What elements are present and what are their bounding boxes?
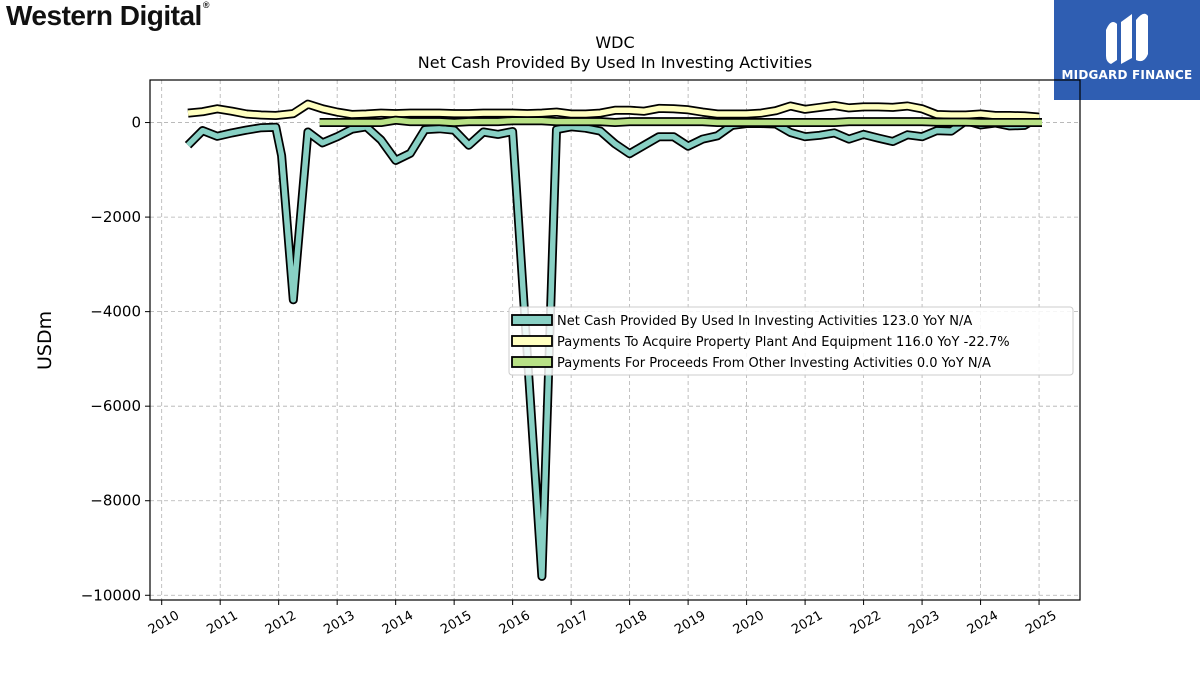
x-tick-label: 2013 (321, 608, 357, 638)
chart-title: WDC (595, 33, 635, 52)
series-line-3 (319, 117, 1042, 126)
legend-label-2: Payments To Acquire Property Plant And E… (557, 335, 1010, 350)
x-tick-label: 2020 (731, 608, 767, 638)
y-tick-label: −4000 (90, 303, 141, 321)
series-layer (184, 99, 1042, 581)
series-line-2 (187, 101, 1040, 120)
legend-swatch-3 (511, 356, 553, 368)
badge-text: MIDGARD FINANCE (1061, 68, 1193, 82)
y-tick-label: −2000 (90, 208, 141, 226)
y-tick-label: −10000 (81, 586, 141, 604)
x-tick-label: 2018 (614, 608, 650, 638)
western-digital-logo: Western Digital® (6, 0, 209, 31)
x-tick-label: 2022 (848, 608, 884, 638)
midgard-finance-logo (1054, 0, 1200, 100)
x-tick-label: 2015 (438, 608, 474, 638)
x-tick-label: 2016 (497, 608, 533, 638)
x-tick-label: 2021 (789, 608, 825, 638)
legend: Net Cash Provided By Used In Investing A… (508, 306, 1074, 376)
y-tick-label: 0 (131, 114, 141, 132)
series-line-1 (186, 114, 1041, 580)
legend-swatch-1 (511, 314, 553, 326)
x-tick-label: 2023 (906, 608, 942, 638)
x-tick-label: 2012 (263, 608, 299, 638)
legend-label-3: Payments For Proceeds From Other Investi… (557, 356, 991, 371)
x-tick-label: 2019 (672, 608, 708, 638)
x-tick-label: 2025 (1023, 608, 1059, 638)
legend-swatch-2 (511, 335, 553, 347)
x-tick-label: 2011 (204, 608, 240, 638)
plot-frame (149, 79, 1081, 601)
chart-subtitle: Net Cash Provided By Used In Investing A… (417, 53, 813, 72)
legend-box (508, 306, 1074, 376)
x-tick-label: 2017 (555, 608, 591, 638)
y-tick-label: −6000 (90, 397, 141, 415)
y-tick-label: −8000 (90, 492, 141, 510)
x-tick-label: 2024 (965, 608, 1001, 638)
legend-label-1: Net Cash Provided By Used In Investing A… (557, 314, 972, 329)
midgard-finance-badge: MIDGARD FINANCE (1054, 0, 1200, 100)
x-tick-label: 2010 (146, 608, 182, 638)
x-tick-label: 2014 (380, 608, 416, 638)
